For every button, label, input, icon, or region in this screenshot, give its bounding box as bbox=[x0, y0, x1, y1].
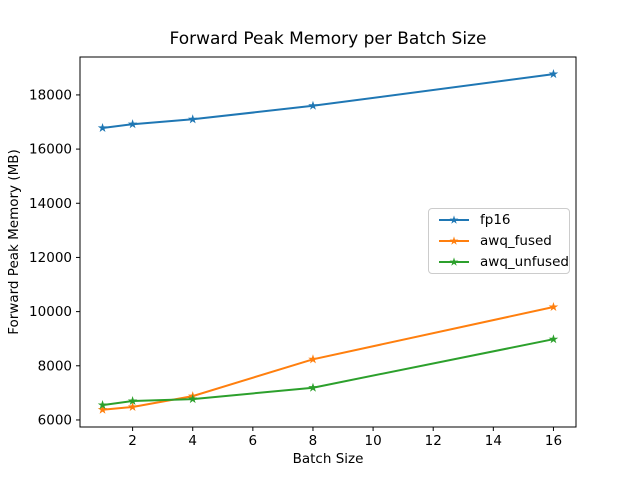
y-tick-label: 10000 bbox=[29, 304, 72, 320]
data-point-fp16-batch-2 bbox=[127, 119, 138, 129]
legend-item-fp16: fp16 bbox=[437, 210, 569, 231]
x-tick-label: 16 bbox=[545, 433, 562, 449]
legend-label-fp16: fp16 bbox=[480, 212, 511, 228]
data-point-awq_unfused-batch-16 bbox=[548, 334, 559, 344]
data-point-fp16-batch-16 bbox=[548, 69, 559, 79]
chart-title: Forward Peak Memory per Batch Size bbox=[169, 29, 487, 49]
x-tick-label: 2 bbox=[128, 433, 137, 449]
data-point-awq_fused-batch-16 bbox=[548, 302, 559, 312]
legend-line-sample-awq-unfused bbox=[439, 257, 469, 266]
data-point-fp16-batch-4 bbox=[187, 114, 198, 124]
data-point-awq_unfused-batch-8 bbox=[308, 382, 318, 392]
legend-item-awq-unfused: awq_unfused bbox=[437, 252, 569, 273]
y-tick-label: 18000 bbox=[29, 87, 72, 103]
data-point-awq_unfused-batch-4 bbox=[187, 394, 198, 404]
data-point-awq_unfused-batch-2 bbox=[127, 396, 138, 406]
y-tick-label: 8000 bbox=[38, 358, 72, 374]
series-line-awq_fused bbox=[102, 306, 554, 411]
plot-border bbox=[79, 56, 577, 428]
legend-line-sample-awq-fused bbox=[439, 236, 469, 245]
x-tick-label: 4 bbox=[188, 433, 197, 449]
legend-label-awq-unfused: awq_unfused bbox=[480, 254, 569, 270]
data-point-awq_unfused-batch-1 bbox=[97, 400, 108, 410]
y-axis-label: Forward Peak Memory (MB) bbox=[6, 149, 22, 335]
data-point-awq_fused-batch-8 bbox=[308, 354, 318, 364]
star-marker-icon bbox=[449, 215, 459, 224]
x-tick-label: 12 bbox=[425, 433, 442, 449]
legend-line-sample-fp16 bbox=[439, 215, 469, 224]
y-tick-label: 12000 bbox=[29, 250, 72, 266]
x-axis-label: Batch Size bbox=[292, 451, 364, 467]
x-tick-label: 10 bbox=[364, 433, 381, 449]
data-point-fp16-batch-8 bbox=[308, 100, 318, 110]
star-marker-icon bbox=[449, 257, 459, 266]
legend: fp16 awq_fused awq_unfused bbox=[428, 208, 570, 274]
y-tick-label: 6000 bbox=[38, 412, 72, 428]
data-point-fp16-batch-1 bbox=[97, 122, 108, 133]
x-tick-label: 8 bbox=[309, 433, 318, 449]
legend-label-awq-fused: awq_fused bbox=[480, 233, 552, 249]
series-line-fp16 bbox=[102, 73, 554, 129]
series-line-awq_unfused bbox=[102, 338, 554, 407]
star-marker-icon bbox=[449, 236, 459, 245]
y-tick-label: 16000 bbox=[29, 142, 72, 158]
x-tick-label: 6 bbox=[249, 433, 258, 449]
data-point-awq_fused-batch-2 bbox=[127, 401, 138, 411]
data-point-awq_fused-batch-1 bbox=[97, 404, 108, 414]
y-tick-label: 14000 bbox=[29, 196, 72, 212]
x-tick-label: 14 bbox=[485, 433, 502, 449]
legend-item-awq-fused: awq_fused bbox=[437, 231, 569, 252]
